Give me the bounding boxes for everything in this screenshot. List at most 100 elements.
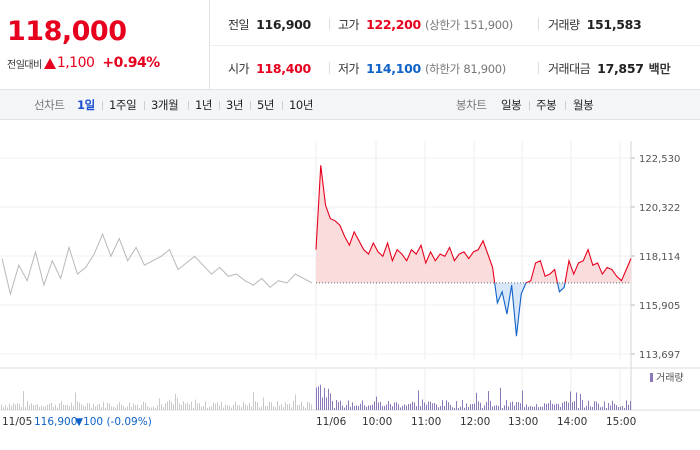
y-tick-label: 113,697 — [639, 350, 680, 361]
prev-volume-bar — [85, 406, 86, 410]
prev-volume-bar — [303, 406, 304, 410]
prev-volume-bar — [11, 406, 12, 410]
today-volume-bar — [406, 405, 407, 410]
candle-monthly-button[interactable]: 월봉 — [573, 98, 594, 112]
prev-volume-bar — [9, 403, 10, 410]
prev-volume-bar — [149, 407, 150, 410]
prev-volume-bar — [201, 406, 202, 410]
prev-volume-bar — [309, 402, 310, 410]
today-volume-bar — [562, 402, 563, 410]
today-volume-bar — [552, 403, 553, 410]
today-volume-bar — [412, 401, 413, 410]
prev-volume-bar — [203, 405, 204, 410]
prev-volume-bar — [89, 403, 90, 410]
today-volume-bar — [380, 402, 381, 410]
today-volume-bar — [482, 407, 483, 410]
volume-legend: 거래량 — [650, 372, 684, 384]
prev-volume-bar — [299, 404, 300, 410]
today-series — [315, 165, 632, 337]
today-volume-bar — [414, 402, 415, 410]
today-volume-bar — [624, 407, 625, 410]
today-volume-bar — [436, 404, 437, 410]
prev-volume-bar — [155, 407, 156, 410]
prev-volume-bar — [127, 406, 128, 410]
prev-volume-bar — [61, 401, 62, 410]
today-volume-bar — [332, 401, 333, 410]
today-volume-bar — [570, 391, 571, 410]
prev-volume-bar — [265, 406, 266, 410]
today-volume-bar — [418, 390, 419, 410]
prev-volume-bar — [227, 405, 228, 410]
prev-volume-bar — [77, 401, 78, 410]
today-volume-bar — [476, 392, 477, 410]
prev-volume-bar — [197, 403, 198, 410]
today-volume-bar — [484, 405, 485, 410]
today-volume-bar — [630, 401, 631, 410]
prev-volume-bar — [49, 403, 50, 410]
today-volume-bar — [322, 397, 323, 410]
period-1w-button[interactable]: 1주일 — [109, 98, 137, 112]
today-volume-bar — [446, 400, 447, 410]
today-volume-bar — [450, 404, 451, 410]
period-10y-button[interactable]: 10년 — [289, 98, 314, 112]
prev-volume-bar — [141, 404, 142, 410]
today-volume-bar — [330, 393, 331, 410]
y-tick-label: 115,905 — [639, 301, 680, 312]
today-volume-bar — [346, 405, 347, 410]
today-volume-bar — [532, 406, 533, 410]
today-volume-bar — [394, 402, 395, 410]
prev-volume-bar — [269, 401, 270, 410]
today-volume-bar — [358, 405, 359, 410]
today-volume-bar — [492, 406, 493, 410]
prev-volume-bar — [29, 405, 30, 410]
prev-volume-bar — [41, 405, 42, 410]
prev-volume-bar — [115, 407, 116, 410]
today-volume-bar — [378, 402, 379, 410]
today-volume-bar — [506, 400, 507, 410]
open-label: 시가 — [228, 62, 250, 76]
today-volume-bar — [434, 402, 435, 410]
prev-volume-bar — [75, 392, 76, 410]
today-volume-bar — [530, 405, 531, 410]
prev-volume-bar — [21, 406, 22, 410]
period-3y-button[interactable]: 3년 — [226, 98, 244, 112]
today-volume-bar — [374, 401, 375, 410]
period-1d-button[interactable]: 1일 — [77, 98, 95, 112]
period-3m-button[interactable]: 3개월 — [151, 98, 179, 112]
today-volume-bar — [578, 407, 579, 410]
today-volume-bar — [424, 402, 425, 410]
today-volume-bar — [538, 407, 539, 410]
prev-volume-bar — [129, 402, 130, 410]
today-volume-bar — [548, 403, 549, 410]
prev-volume-bar — [301, 401, 302, 410]
divider — [250, 101, 251, 110]
today-volume-bar — [400, 407, 401, 410]
upper-limit: (상한가 151,900) — [424, 18, 513, 32]
prev-day-series — [1, 232, 313, 296]
volume-value: 151,583 — [586, 17, 642, 32]
today-volume-bar — [496, 405, 497, 410]
change-label: 전일대비 — [7, 59, 42, 71]
change-percent: +0.94% — [102, 55, 160, 71]
prev-volume-bar — [209, 406, 210, 410]
y-axis: 122,530 120,322 118,114 115,905 113,697 — [631, 154, 680, 361]
prev-volume-bar — [7, 407, 8, 410]
open-value: 118,400 — [256, 61, 311, 76]
period-5y-button[interactable]: 5년 — [257, 98, 275, 112]
today-volume-bar — [348, 400, 349, 410]
prev-volume-bar — [293, 401, 294, 410]
prev-volume-bar — [237, 405, 238, 410]
today-volume-bar — [364, 405, 365, 410]
prev-volume-bar — [145, 402, 146, 410]
period-1y-button[interactable]: 1년 — [195, 98, 213, 112]
today-line-up — [315, 165, 632, 283]
today-volume-bar — [468, 407, 469, 410]
today-volume-bar — [488, 391, 489, 410]
prev-volume-bar — [17, 403, 18, 410]
candle-daily-button[interactable]: 일봉 — [501, 98, 522, 112]
candle-weekly-button[interactable]: 주봉 — [536, 98, 557, 112]
prev-volume-bar — [305, 407, 306, 410]
today-volume-bar — [372, 404, 373, 410]
prev-volume-bar — [117, 404, 118, 410]
prev-volume-bar — [259, 407, 260, 410]
